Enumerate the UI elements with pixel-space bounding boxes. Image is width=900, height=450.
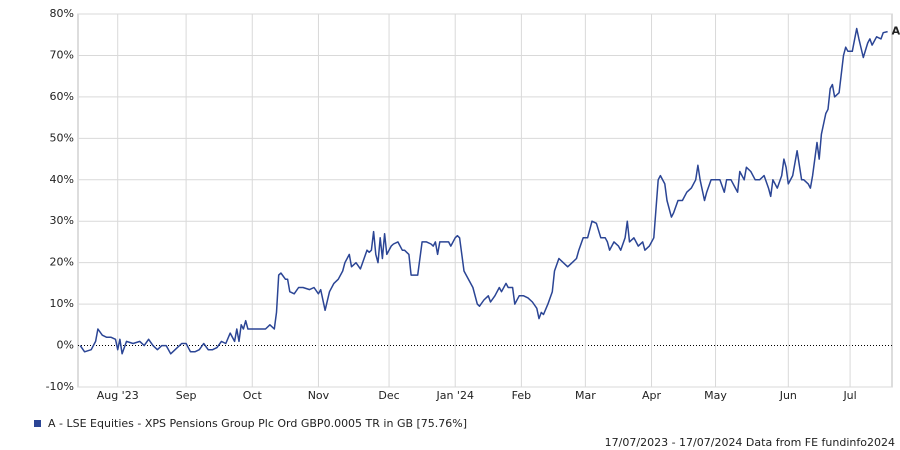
source-note: 17/07/2023 - 17/07/2024 Data from FE fun… [605,436,895,449]
series-line [79,27,888,355]
y-tick-label: 70% [50,48,74,61]
legend-swatch [34,420,41,427]
y-tick-label: 20% [50,256,74,269]
x-tick-label: Sep [176,389,197,402]
y-tick-label: 60% [50,90,74,103]
y-tick-label: 50% [50,131,74,144]
y-tick-label: 80% [50,7,74,20]
y-tick-label: 40% [50,173,74,186]
x-tick-label: Oct [243,389,263,402]
legend-label: A - LSE Equities - XPS Pensions Group Pl… [48,417,467,430]
y-tick-label: -10% [46,380,74,393]
plot-frame [77,13,893,388]
x-tick-label: Apr [642,389,662,402]
x-tick-label: Mar [575,389,596,402]
y-tick-label: 10% [50,297,74,310]
x-tick-label: Jun [779,389,797,402]
x-tick-label: Dec [378,389,399,402]
y-tick-label: 0% [57,339,74,352]
x-tick-label: May [704,389,727,402]
x-tick-label: Feb [512,389,531,402]
x-tick-label: Jul [842,389,856,402]
x-tick-label: Nov [308,389,330,402]
end-label: A [892,25,900,38]
y-tick-label: 30% [50,214,74,227]
x-tick-label: Jan '24 [435,389,473,402]
x-tick-label: Aug '23 [97,389,139,402]
